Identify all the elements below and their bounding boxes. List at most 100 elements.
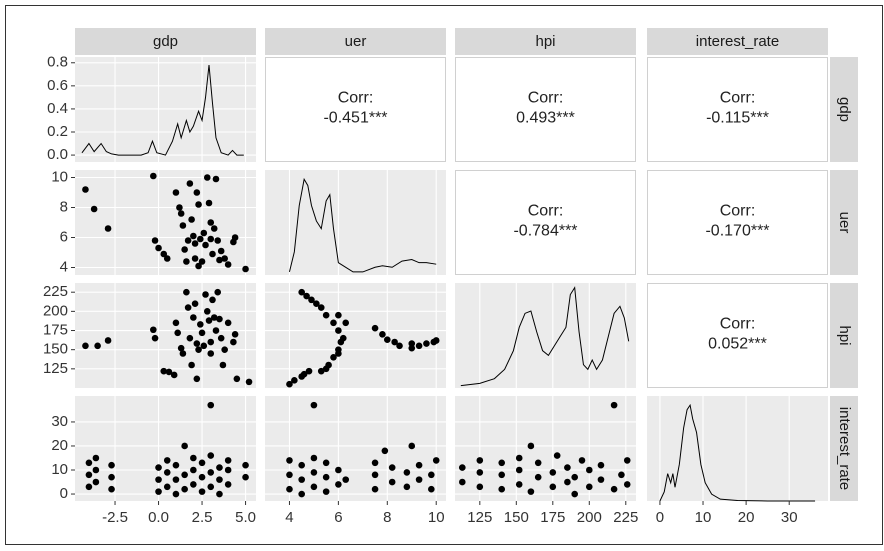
- scatter-point: [233, 375, 241, 383]
- scatter-point: [198, 258, 206, 265]
- scatter-point: [176, 204, 183, 211]
- y-tick-label: 20: [51, 437, 68, 454]
- scatter-point: [191, 240, 199, 247]
- scatter-point: [163, 457, 171, 464]
- x-tick-label: 0: [656, 509, 664, 526]
- scatter-point: [415, 342, 423, 350]
- scatter-point: [335, 466, 342, 474]
- scatter-point: [216, 464, 223, 471]
- scatter-point: [564, 464, 571, 471]
- scatter-point: [476, 469, 484, 476]
- strip-label: uer: [836, 212, 853, 234]
- scatter-point: [203, 174, 211, 181]
- scatter-point: [190, 466, 197, 474]
- scatter-point: [308, 296, 315, 304]
- panel-background: [75, 57, 256, 162]
- scatter-point: [190, 454, 197, 462]
- scatter-point: [335, 346, 342, 353]
- scatter-point: [172, 189, 180, 196]
- scatter-point: [242, 265, 249, 273]
- scatter-point: [210, 225, 218, 232]
- scatter-point: [104, 337, 112, 344]
- correlation-value: 0.052***: [708, 336, 767, 353]
- correlation-panel: [647, 283, 828, 388]
- strip-background: [265, 28, 446, 55]
- scatter-point: [610, 485, 618, 493]
- scatter-point: [151, 334, 159, 342]
- scatter-point: [160, 367, 168, 375]
- x-tick-label: 2.5: [192, 509, 213, 526]
- scatter-point: [108, 461, 115, 469]
- scatter-point: [371, 485, 379, 493]
- scatter-point: [207, 452, 215, 459]
- scatter-point: [381, 447, 389, 455]
- scatter-point: [396, 342, 403, 350]
- scatter-point: [428, 471, 435, 479]
- strip-background: [75, 28, 256, 55]
- correlation-value: -0.170***: [705, 223, 769, 240]
- scatter-point: [186, 180, 194, 187]
- scatter-point: [195, 262, 202, 270]
- y-tick-label: 30: [51, 413, 68, 430]
- scatter-point: [150, 172, 157, 180]
- x-tick-label: 30: [781, 509, 798, 526]
- scatter-point: [379, 331, 386, 338]
- scatter-point: [408, 442, 416, 450]
- scatter-point: [202, 241, 209, 249]
- scatter-point: [155, 464, 162, 471]
- scatter-point: [298, 461, 305, 469]
- scatter-point: [527, 488, 535, 495]
- correlation-value: -0.115***: [706, 110, 769, 127]
- scatter-point: [476, 483, 484, 491]
- scatter-point: [108, 473, 115, 481]
- scatter-point: [216, 256, 223, 264]
- scatter-point: [245, 378, 253, 386]
- scatter-point: [217, 247, 225, 255]
- scatter-point: [432, 457, 440, 464]
- scatter-point: [310, 469, 318, 476]
- scatter-point: [403, 483, 411, 491]
- scatter-point: [205, 317, 213, 324]
- x-tick-label: 125: [467, 509, 492, 526]
- x-tick-label: -2.5: [102, 509, 128, 526]
- scatter-point: [207, 350, 215, 357]
- scatter-point: [571, 473, 578, 481]
- scatter-point: [195, 201, 202, 208]
- scatter-point: [310, 483, 318, 491]
- scatter-point: [597, 476, 605, 483]
- scatter-point: [184, 304, 192, 311]
- scatter-point: [104, 225, 112, 232]
- scatter-point: [216, 476, 223, 483]
- scatter-point: [335, 311, 342, 319]
- scatter-point: [216, 315, 223, 323]
- scatter-point: [564, 478, 571, 486]
- scatter-point: [197, 321, 204, 328]
- y-tick-label: 0.8: [47, 54, 68, 71]
- correlation-value: 0.493***: [516, 110, 575, 127]
- scatter-point: [200, 342, 208, 350]
- y-tick-label: 200: [43, 302, 68, 319]
- y-tick-label: 0.4: [47, 100, 68, 117]
- x-tick-label: 10: [428, 509, 445, 526]
- correlation-value: -0.784***: [513, 223, 577, 240]
- scatter-point: [184, 237, 192, 244]
- scatter-point: [391, 338, 398, 346]
- scatter-point: [498, 471, 506, 479]
- scatter-point: [183, 288, 190, 296]
- x-tick-label: 10: [695, 509, 712, 526]
- scatter-point: [82, 342, 89, 350]
- scatter-point: [205, 199, 213, 207]
- scatter-point: [85, 483, 93, 491]
- scatter-point: [310, 401, 318, 409]
- scatter-point: [179, 350, 187, 357]
- y-tick-label: 8: [60, 198, 68, 215]
- scatter-point: [209, 296, 216, 304]
- scatter-point: [177, 344, 185, 352]
- panel-background: [647, 396, 828, 501]
- scatter-point: [549, 483, 557, 491]
- scatter-point: [291, 377, 298, 384]
- scatter-point: [181, 246, 188, 253]
- scatter-point: [310, 454, 318, 462]
